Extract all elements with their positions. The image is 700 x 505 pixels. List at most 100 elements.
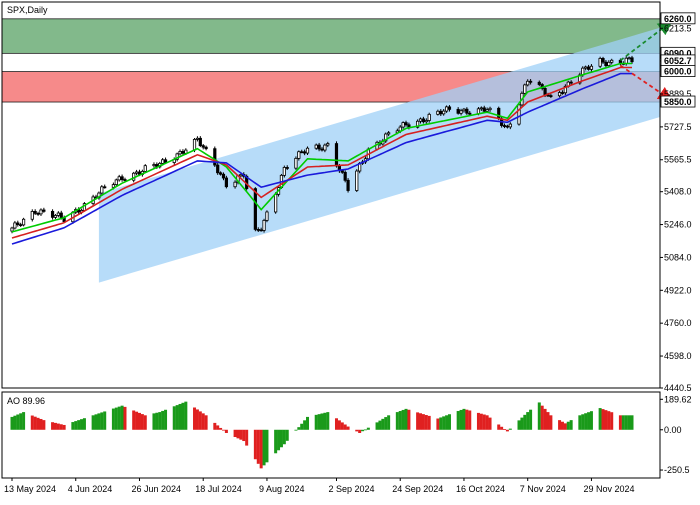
candle xyxy=(233,180,237,189)
candle-body xyxy=(204,146,208,150)
candle xyxy=(401,121,405,129)
x-tick-label: 26 Jun 2024 xyxy=(131,484,181,494)
candle xyxy=(218,171,223,176)
candle-body xyxy=(528,80,533,83)
candle-body xyxy=(630,57,634,63)
candle-body xyxy=(10,227,14,232)
candle xyxy=(346,178,350,193)
candle-body xyxy=(523,84,527,94)
price-plot-area xyxy=(2,18,660,283)
ao-bar xyxy=(442,416,446,430)
y-tick-label: 4598.0 xyxy=(664,351,692,361)
candle-body xyxy=(323,144,327,151)
candle xyxy=(117,174,121,182)
candle xyxy=(424,118,428,124)
ao-y-tick-label: 189.62 xyxy=(664,394,692,404)
candle-body xyxy=(508,123,512,128)
candle-body xyxy=(607,61,611,67)
candle-body xyxy=(303,151,307,154)
ao-bar xyxy=(505,429,509,432)
candle xyxy=(36,211,40,216)
ao-bar xyxy=(201,413,205,430)
candle-body xyxy=(259,229,263,232)
candle-body xyxy=(442,110,446,115)
ao-bar xyxy=(42,420,46,430)
candle xyxy=(42,207,46,213)
candle xyxy=(19,222,23,227)
candle-body xyxy=(117,176,121,181)
price-pane: 4440.5 4598.0 4760.0 4922.0 5084.0 5246.0 5408… xyxy=(1,1,696,393)
ao-bar xyxy=(488,417,492,430)
ao-bar xyxy=(326,412,330,430)
candle xyxy=(447,105,452,112)
candle xyxy=(134,169,139,176)
ao-bar xyxy=(587,412,591,430)
candle xyxy=(323,143,327,153)
candle xyxy=(586,64,591,71)
ao-bar xyxy=(346,426,350,430)
candle-body xyxy=(294,157,298,169)
ao-bar xyxy=(297,427,301,430)
ao-bar xyxy=(378,420,382,430)
level-label: 6052.7 xyxy=(664,56,692,66)
ao-bar xyxy=(221,429,225,431)
candle-body xyxy=(282,167,286,176)
price-pane-frame xyxy=(1,1,661,389)
ao-bar xyxy=(604,410,608,430)
candle-body xyxy=(537,81,541,85)
candle xyxy=(462,107,466,113)
candle-body xyxy=(152,164,156,167)
ao-bar xyxy=(566,421,570,430)
ao-bar xyxy=(224,429,228,433)
candle-body xyxy=(120,176,124,180)
ao-bar xyxy=(537,402,541,430)
moving-average-line-2 xyxy=(11,72,632,245)
level-label-box xyxy=(660,65,696,77)
ao-bar xyxy=(114,407,118,430)
y-tick-label: 4760.0 xyxy=(664,318,692,328)
ao-bar xyxy=(132,410,136,430)
candle-body xyxy=(50,210,55,218)
candle xyxy=(300,149,304,154)
ao-bar xyxy=(51,422,55,430)
ao-bar xyxy=(358,429,362,433)
ao-bar xyxy=(320,413,324,430)
ao-bar xyxy=(265,429,269,463)
candle-body xyxy=(36,212,40,215)
candle-body xyxy=(401,122,405,128)
candle xyxy=(444,105,449,113)
candle xyxy=(508,122,512,130)
candle-body xyxy=(59,212,63,218)
candle xyxy=(285,165,289,171)
ao-bar xyxy=(447,414,451,430)
candle xyxy=(10,226,14,234)
ao-bar xyxy=(195,409,199,430)
ao-bar xyxy=(361,429,365,432)
ao-bar xyxy=(558,420,562,430)
ao-bar xyxy=(456,411,460,430)
ao-bar xyxy=(627,415,631,430)
ao-bar xyxy=(193,407,197,430)
candle xyxy=(630,55,634,64)
ao-bar xyxy=(407,409,411,430)
ao-bar xyxy=(33,416,37,430)
level-label: 5850.0 xyxy=(664,97,692,107)
y-tick-label: 4440.5 xyxy=(664,383,692,393)
ao-bar xyxy=(503,429,507,430)
ao-indicator-title: AO 89.96 xyxy=(7,396,45,406)
candle xyxy=(198,136,202,148)
candle xyxy=(528,79,533,85)
candle xyxy=(384,132,388,143)
candle-body xyxy=(334,143,339,167)
candle-body xyxy=(53,215,58,218)
ao-bar xyxy=(366,427,370,430)
candle xyxy=(456,107,460,115)
ao-bar xyxy=(10,416,14,430)
candle-body xyxy=(39,209,43,215)
candle xyxy=(334,141,339,168)
ao-bar xyxy=(363,429,367,431)
candle-body xyxy=(216,164,220,174)
candle-body xyxy=(274,193,278,213)
candle-body xyxy=(601,58,605,63)
ao-bar xyxy=(91,415,95,430)
